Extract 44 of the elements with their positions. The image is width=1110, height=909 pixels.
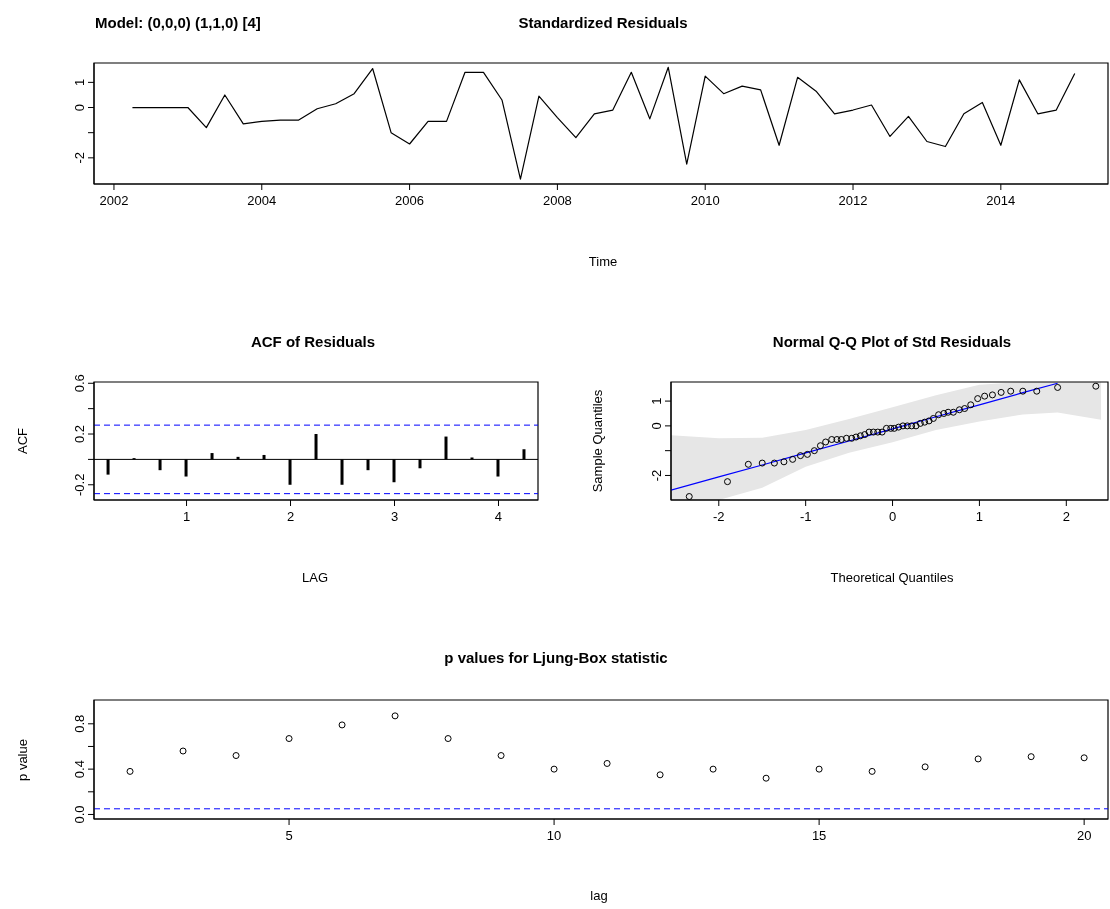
y-tick-label: 0 [649, 422, 664, 430]
x-axis-title: LAG [301, 569, 329, 585]
y-tick-label: 1 [649, 397, 664, 405]
x-tick-label: -2 [713, 509, 725, 525]
y-tick-label: 0.4 [72, 760, 87, 779]
x-tick-label: -1 [799, 509, 812, 525]
y-tick-label: 0.0 [72, 805, 87, 824]
y-axis-title: ACF [14, 428, 30, 454]
x-tick-label: 5 [285, 828, 293, 844]
x-tick-label: 10 [546, 828, 562, 844]
x-tick-label: 2004 [247, 193, 277, 209]
x-tick-label: 2002 [99, 193, 129, 209]
y-tick-label: -0.2 [72, 473, 87, 496]
y-tick-label: -2 [649, 469, 664, 482]
x-axis-title: Time [588, 253, 618, 269]
x-tick-label: 2010 [690, 193, 720, 209]
x-tick-label: 2008 [542, 193, 572, 209]
y-tick-label: -2 [72, 152, 87, 164]
x-tick-label: 1 [182, 509, 191, 525]
text: Model: (0,0,0) (1,1,0) [4] [95, 13, 261, 31]
x-axis-title: lag [590, 887, 608, 903]
y-axis-title: Sample Quantiles [589, 389, 605, 493]
y-tick-label: 1 [72, 78, 87, 86]
x-tick-label: 2 [1062, 509, 1070, 525]
chart-title: Standardized Residuals [518, 13, 688, 31]
x-tick-label: 20 [1076, 828, 1092, 844]
y-tick-label: 0.6 [72, 374, 87, 393]
y-tick-label: 0.8 [72, 714, 87, 733]
y-tick-label: 0 [72, 103, 87, 112]
x-tick-label: 2012 [838, 193, 868, 209]
x-tick-label: 3 [390, 509, 399, 525]
x-tick-label: 2 [286, 509, 295, 525]
x-tick-label: 15 [811, 828, 827, 844]
chart-title: p values for Ljung-Box statistic [444, 648, 668, 666]
x-axis-title: Theoretical Quantiles [830, 569, 954, 585]
x-tick-label: 1 [975, 509, 984, 525]
chart-title: Normal Q-Q Plot of Std Residuals [772, 332, 1012, 350]
chart-title: ACF of Residuals [250, 332, 376, 350]
y-axis-title: p value [14, 739, 30, 781]
y-tick-label: 0.2 [72, 424, 87, 444]
x-tick-label: 4 [494, 509, 503, 525]
x-tick-label: 0 [888, 509, 897, 525]
x-tick-label: 2006 [395, 193, 425, 209]
x-tick-label: 2014 [986, 193, 1016, 209]
